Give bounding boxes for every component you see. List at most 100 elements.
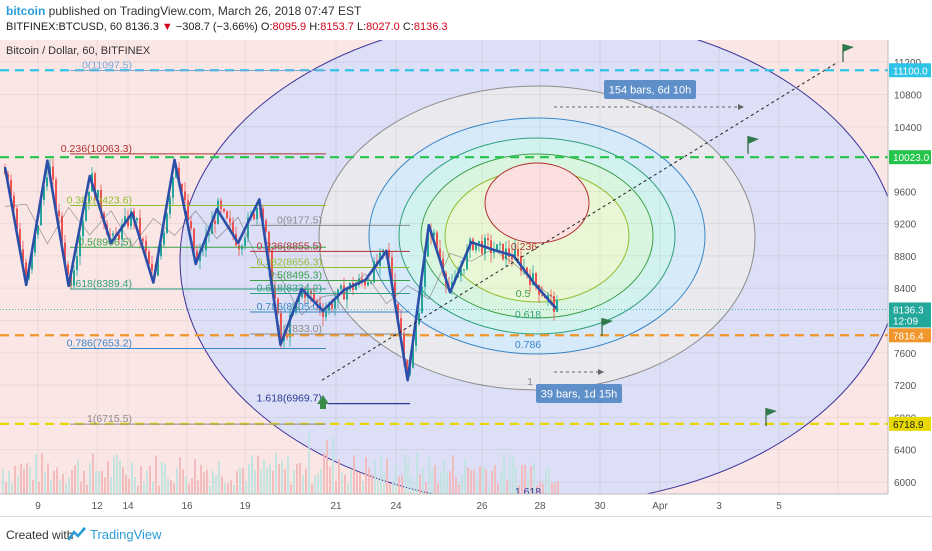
candle-body: [19, 228, 21, 250]
volume-bar: [83, 470, 85, 494]
volume-bar: [446, 470, 448, 494]
volume-bar: [368, 467, 370, 494]
volume-bar: [233, 484, 235, 494]
volume-bar: [332, 436, 334, 494]
candle-body: [145, 240, 147, 252]
candle-body: [16, 208, 18, 229]
tradingview-logo-icon: [68, 527, 86, 541]
volume-bar: [266, 467, 268, 494]
candle-body: [58, 210, 60, 217]
volume-bar: [275, 452, 277, 494]
volume-bar: [71, 469, 73, 494]
chart-area[interactable]: 0(11097.5) 0.236(10063.3) 0.382(9423.6) 0.5…: [0, 40, 932, 516]
volume-bar: [8, 470, 10, 494]
volume-bar: [323, 453, 325, 494]
candle-body: [34, 234, 36, 253]
volume-bar: [2, 469, 4, 494]
flag-marker-icon: [842, 44, 854, 62]
volume-bar: [413, 481, 415, 494]
volume-bar: [212, 470, 214, 494]
volume-bar: [17, 476, 19, 494]
volume-bar: [29, 466, 31, 494]
volume-bar: [215, 474, 217, 494]
volume-bar: [440, 473, 442, 494]
volume-bar: [134, 476, 136, 494]
candle-body: [256, 208, 258, 220]
price-tick-label: 10800: [894, 90, 922, 101]
volume-bar: [326, 440, 328, 494]
flag-marker-icon: [765, 408, 777, 426]
candle-body: [208, 234, 210, 236]
candle-body: [325, 310, 327, 317]
volume-bar: [230, 479, 232, 494]
candle-body: [229, 218, 231, 223]
candle-body: [43, 186, 45, 200]
volume-bar: [353, 455, 355, 494]
volume-bar: [311, 484, 313, 494]
volume-bar: [116, 454, 118, 494]
fib-circle-0.236: [484, 162, 590, 244]
candle-body: [418, 312, 420, 325]
candle-body: [520, 256, 522, 271]
candle-body: [355, 285, 357, 290]
volume-bar: [41, 453, 43, 494]
author-link[interactable]: bitcoin: [6, 4, 46, 18]
candle-body: [274, 287, 276, 299]
volume-bar: [164, 463, 166, 494]
candle-body: [496, 244, 498, 251]
fib-level-label: 0(11097.5): [82, 59, 132, 71]
candle-body: [160, 244, 162, 257]
volume-bar: [179, 457, 181, 494]
candle-body: [529, 274, 531, 286]
price-tick-label: 6000: [894, 478, 917, 489]
volume-bar: [161, 461, 163, 494]
candle-body: [64, 242, 66, 265]
price-tick-label: 7200: [894, 381, 917, 392]
candle-body: [493, 250, 495, 254]
candle-body: [211, 220, 213, 235]
candle-body: [13, 195, 15, 209]
volume-bar: [449, 470, 451, 494]
candle-body: [157, 256, 159, 276]
candle-body: [424, 256, 426, 287]
candle-body: [346, 289, 348, 300]
price-chart[interactable]: 0(11097.5) 0.236(10063.3) 0.382(9423.6) 0.5…: [0, 40, 932, 516]
price-axis: 6000640068007200760080008400880092009600…: [887, 40, 932, 516]
volume-bar: [359, 472, 361, 494]
price-change: −308.7 (−3.66%): [175, 21, 258, 33]
candle-body: [85, 202, 87, 221]
volume-bar: [146, 470, 148, 494]
price-label-badge: [889, 328, 931, 343]
volume-bar: [458, 484, 460, 494]
candle-body: [391, 257, 393, 282]
volume-bar: [536, 485, 538, 494]
candle-body: [460, 269, 462, 276]
tradingview-brand-link[interactable]: TradingView: [90, 527, 162, 542]
fib-circle-label: 0.786: [515, 339, 541, 351]
candle-body: [328, 303, 330, 311]
volume-bar: [422, 467, 424, 494]
candle-body: [193, 228, 195, 251]
price-label-badge: [889, 150, 931, 165]
candle-body: [31, 252, 33, 270]
candle-body: [22, 249, 24, 263]
volume-bar: [143, 482, 145, 494]
volume-bar: [101, 470, 103, 494]
volume-bar: [260, 469, 262, 494]
candle-body: [397, 304, 399, 318]
candle-body: [220, 200, 222, 209]
price-tick-label: 8800: [894, 252, 917, 263]
volume-bar: [278, 463, 280, 494]
volume-bar: [125, 474, 127, 494]
volume-bar: [245, 481, 247, 494]
candle-body: [10, 179, 12, 196]
candle-body: [172, 177, 174, 198]
volume-bar: [173, 483, 175, 494]
measure-callout: [536, 384, 622, 403]
fib-circle-labels: 0.236 0.5 0.618 0.786 1 1.618: [511, 241, 541, 494]
volume-bar: [497, 482, 499, 494]
candle-body: [400, 317, 402, 334]
time-tick-label: 28: [534, 501, 546, 512]
candle-body: [190, 221, 192, 229]
volume-bar: [155, 455, 157, 494]
